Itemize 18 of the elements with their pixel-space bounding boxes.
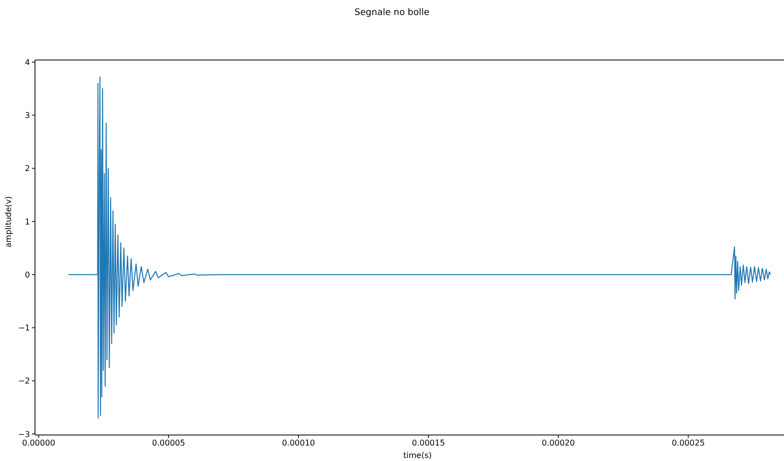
x-tick-label: 0.00015	[412, 438, 445, 448]
x-axis-title: time(s)	[403, 451, 432, 460]
y-tick-label: −1	[18, 324, 30, 333]
x-tick-label: 0.00000	[22, 438, 56, 448]
y-tick-label: 3	[24, 111, 30, 120]
x-tick-label: 0.00005	[152, 438, 186, 448]
x-tick-label: 0.00025	[672, 438, 705, 448]
chart-title: Segnale no bolle	[354, 8, 430, 18]
y-tick-label: −3	[18, 430, 30, 439]
x-tick-label: 0.00010	[282, 438, 316, 448]
y-tick-label: 2	[24, 164, 30, 174]
y-tick-label: 1	[24, 217, 30, 226]
y-tick-label: −2	[18, 376, 30, 386]
y-tick-label: 4	[24, 58, 30, 67]
x-tick-label: 0.00020	[542, 438, 575, 448]
y-tick-label: 0	[24, 270, 30, 280]
y-axis-title: amplitude(v)	[4, 196, 13, 248]
line-series	[68, 76, 771, 419]
